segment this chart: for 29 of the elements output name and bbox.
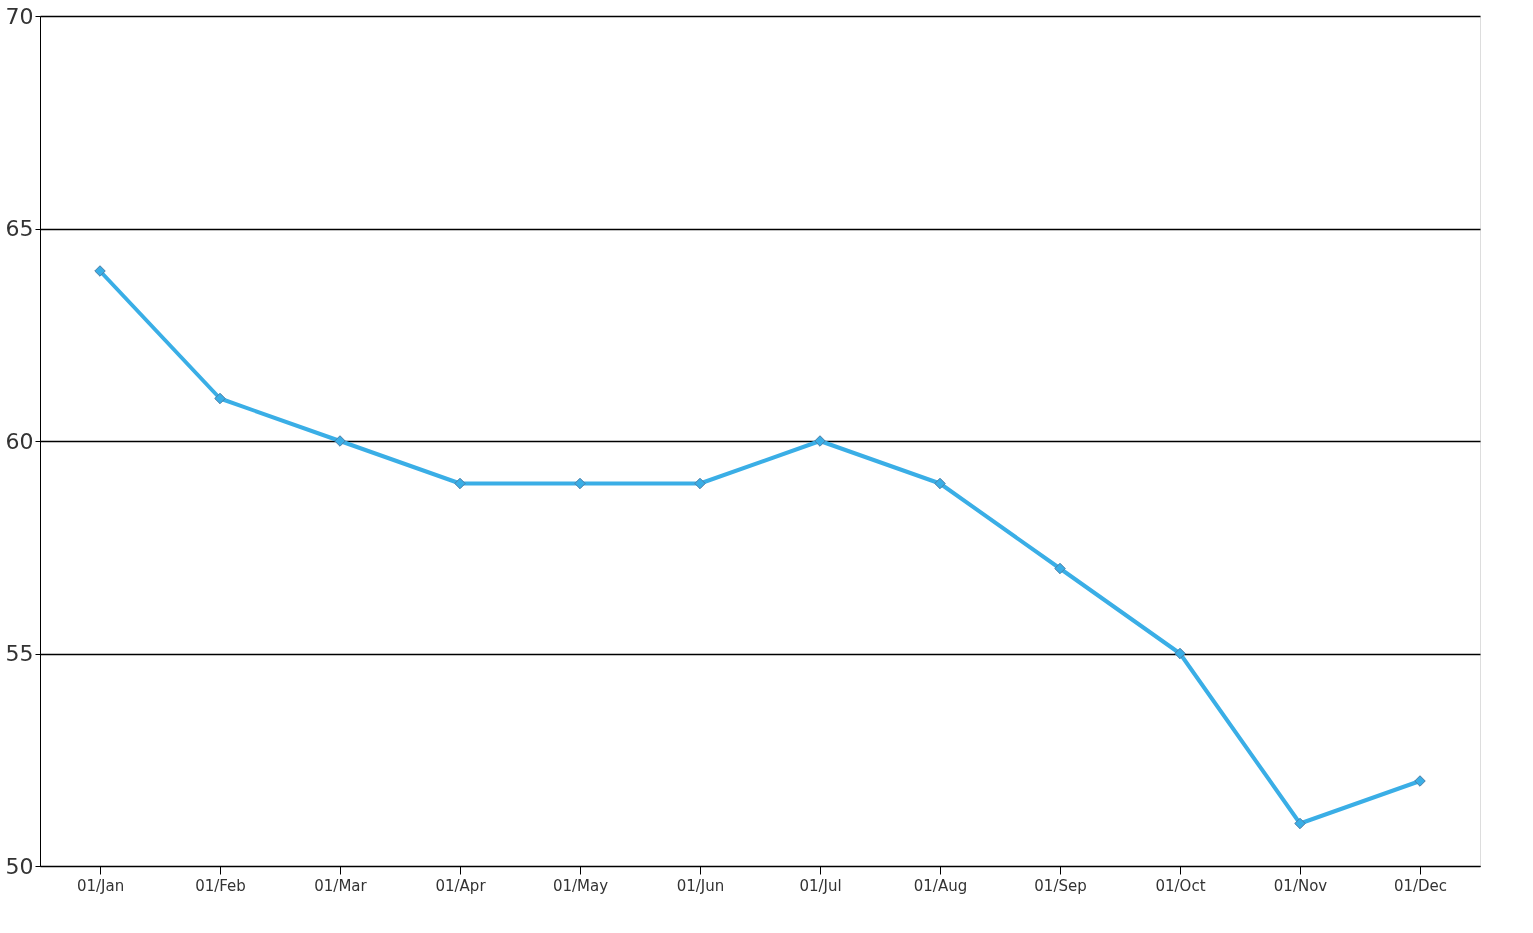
x-tick-label: 01/Sep <box>1034 876 1087 895</box>
y-tick-label: 70 <box>5 3 34 29</box>
y-tick-label: 55 <box>5 641 34 666</box>
x-tick-label: 01/Nov <box>1273 876 1328 895</box>
point <box>1174 647 1186 660</box>
x-tick-label: 01/Mar <box>314 876 368 895</box>
point <box>694 477 706 490</box>
x-tick-label: 01/Jul <box>799 876 842 895</box>
point <box>934 477 946 490</box>
x-tick-label: 01/Oct <box>1155 876 1206 895</box>
point <box>814 435 826 447</box>
x-tick-label: 01/Jan <box>76 876 125 895</box>
point <box>1294 817 1306 830</box>
point <box>1414 775 1426 787</box>
point <box>334 435 346 447</box>
point <box>574 477 586 490</box>
x-tick-label: 01/Aug <box>913 876 968 895</box>
point <box>454 477 466 490</box>
y-tick-label: 65 <box>5 216 34 241</box>
x-tick-label: 01/May <box>552 876 609 895</box>
x-tick-label: 01/Jun <box>676 876 725 895</box>
y-tick-label: 60 <box>5 428 34 454</box>
y-tick-label: 50 <box>5 853 34 879</box>
point <box>94 265 106 277</box>
x-tick-label: 01/Dec <box>1393 876 1448 895</box>
x-tick-label: 01/Feb <box>195 876 246 895</box>
point <box>214 392 226 405</box>
point <box>1054 562 1066 575</box>
x-tick-label: 01/Apr <box>435 876 487 895</box>
